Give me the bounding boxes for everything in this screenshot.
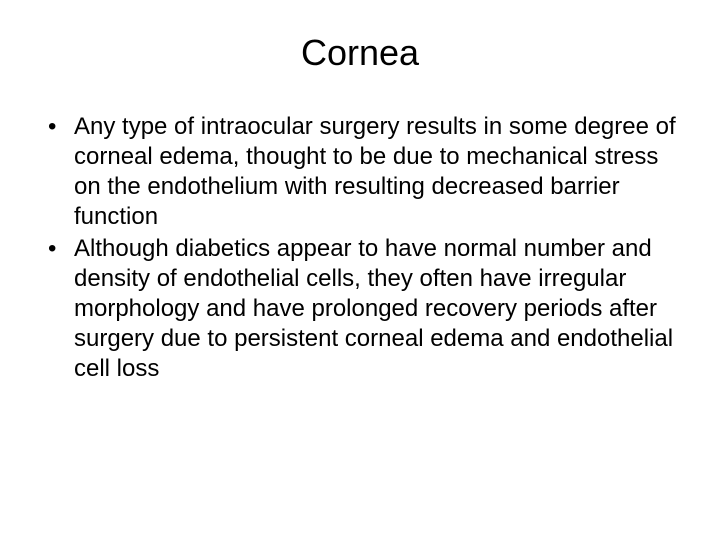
- slide-title: Cornea: [38, 32, 682, 74]
- slide-content: • Any type of intraocular surgery result…: [38, 112, 682, 384]
- slide: Cornea • Any type of intraocular surgery…: [0, 0, 720, 540]
- bullet-marker-icon: •: [48, 234, 74, 264]
- bullet-text: Although diabetics appear to have normal…: [74, 234, 682, 384]
- bullet-marker-icon: •: [48, 112, 74, 142]
- bullet-text: Any type of intraocular surgery results …: [74, 112, 682, 232]
- bullet-item: • Any type of intraocular surgery result…: [48, 112, 682, 232]
- bullet-item: • Although diabetics appear to have norm…: [48, 234, 682, 384]
